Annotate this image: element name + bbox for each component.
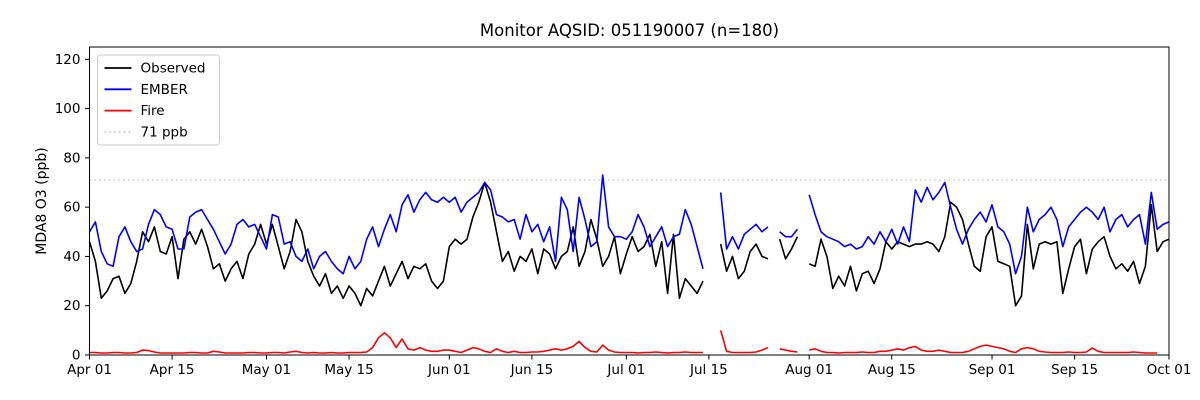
y-tick-label: 80 [63,150,80,166]
x-tick-label: May 01 [242,362,291,378]
x-tick-label: Sep 01 [969,362,1016,378]
ember-line [88,174,1170,275]
x-tick-label: Oct 01 [1147,362,1192,378]
y-tick-label: 120 [55,52,81,68]
fire-line [89,330,1158,354]
observed-line [88,181,1170,307]
chart-title: Monitor AQSID: 051190007 (n=180) [479,21,780,40]
x-tick-label: Aug 01 [785,362,833,378]
x-tick-label: Jul 01 [606,362,645,378]
y-tick-label: 20 [63,298,80,314]
x-tick-label: Sep 15 [1051,362,1098,378]
x-tick-label: May 15 [324,362,373,378]
plot-border [89,46,1170,356]
x-tick-label: Apr 01 [67,362,112,378]
x-tick-label: Jun 01 [427,362,471,378]
x-tick-label: Aug 15 [868,362,916,378]
legend-label: Fire [141,103,165,119]
legend-label: Observed [141,61,206,77]
y-tick-label: 0 [72,348,81,364]
y-tick-label: 40 [63,249,80,265]
legend-label: 71 ppb [141,124,188,140]
legend-label: EMBER [141,82,188,98]
y-axis-label: MDA8 O3 (ppb) [34,147,50,255]
x-tick-label: Jul 15 [689,362,728,378]
y-tick-label: 60 [63,200,80,216]
x-tick-label: Jun 15 [510,362,554,378]
x-tick-label: Apr 15 [150,362,195,378]
y-tick-label: 100 [55,101,81,117]
plot-area [89,47,1169,355]
legend-box [97,54,220,146]
